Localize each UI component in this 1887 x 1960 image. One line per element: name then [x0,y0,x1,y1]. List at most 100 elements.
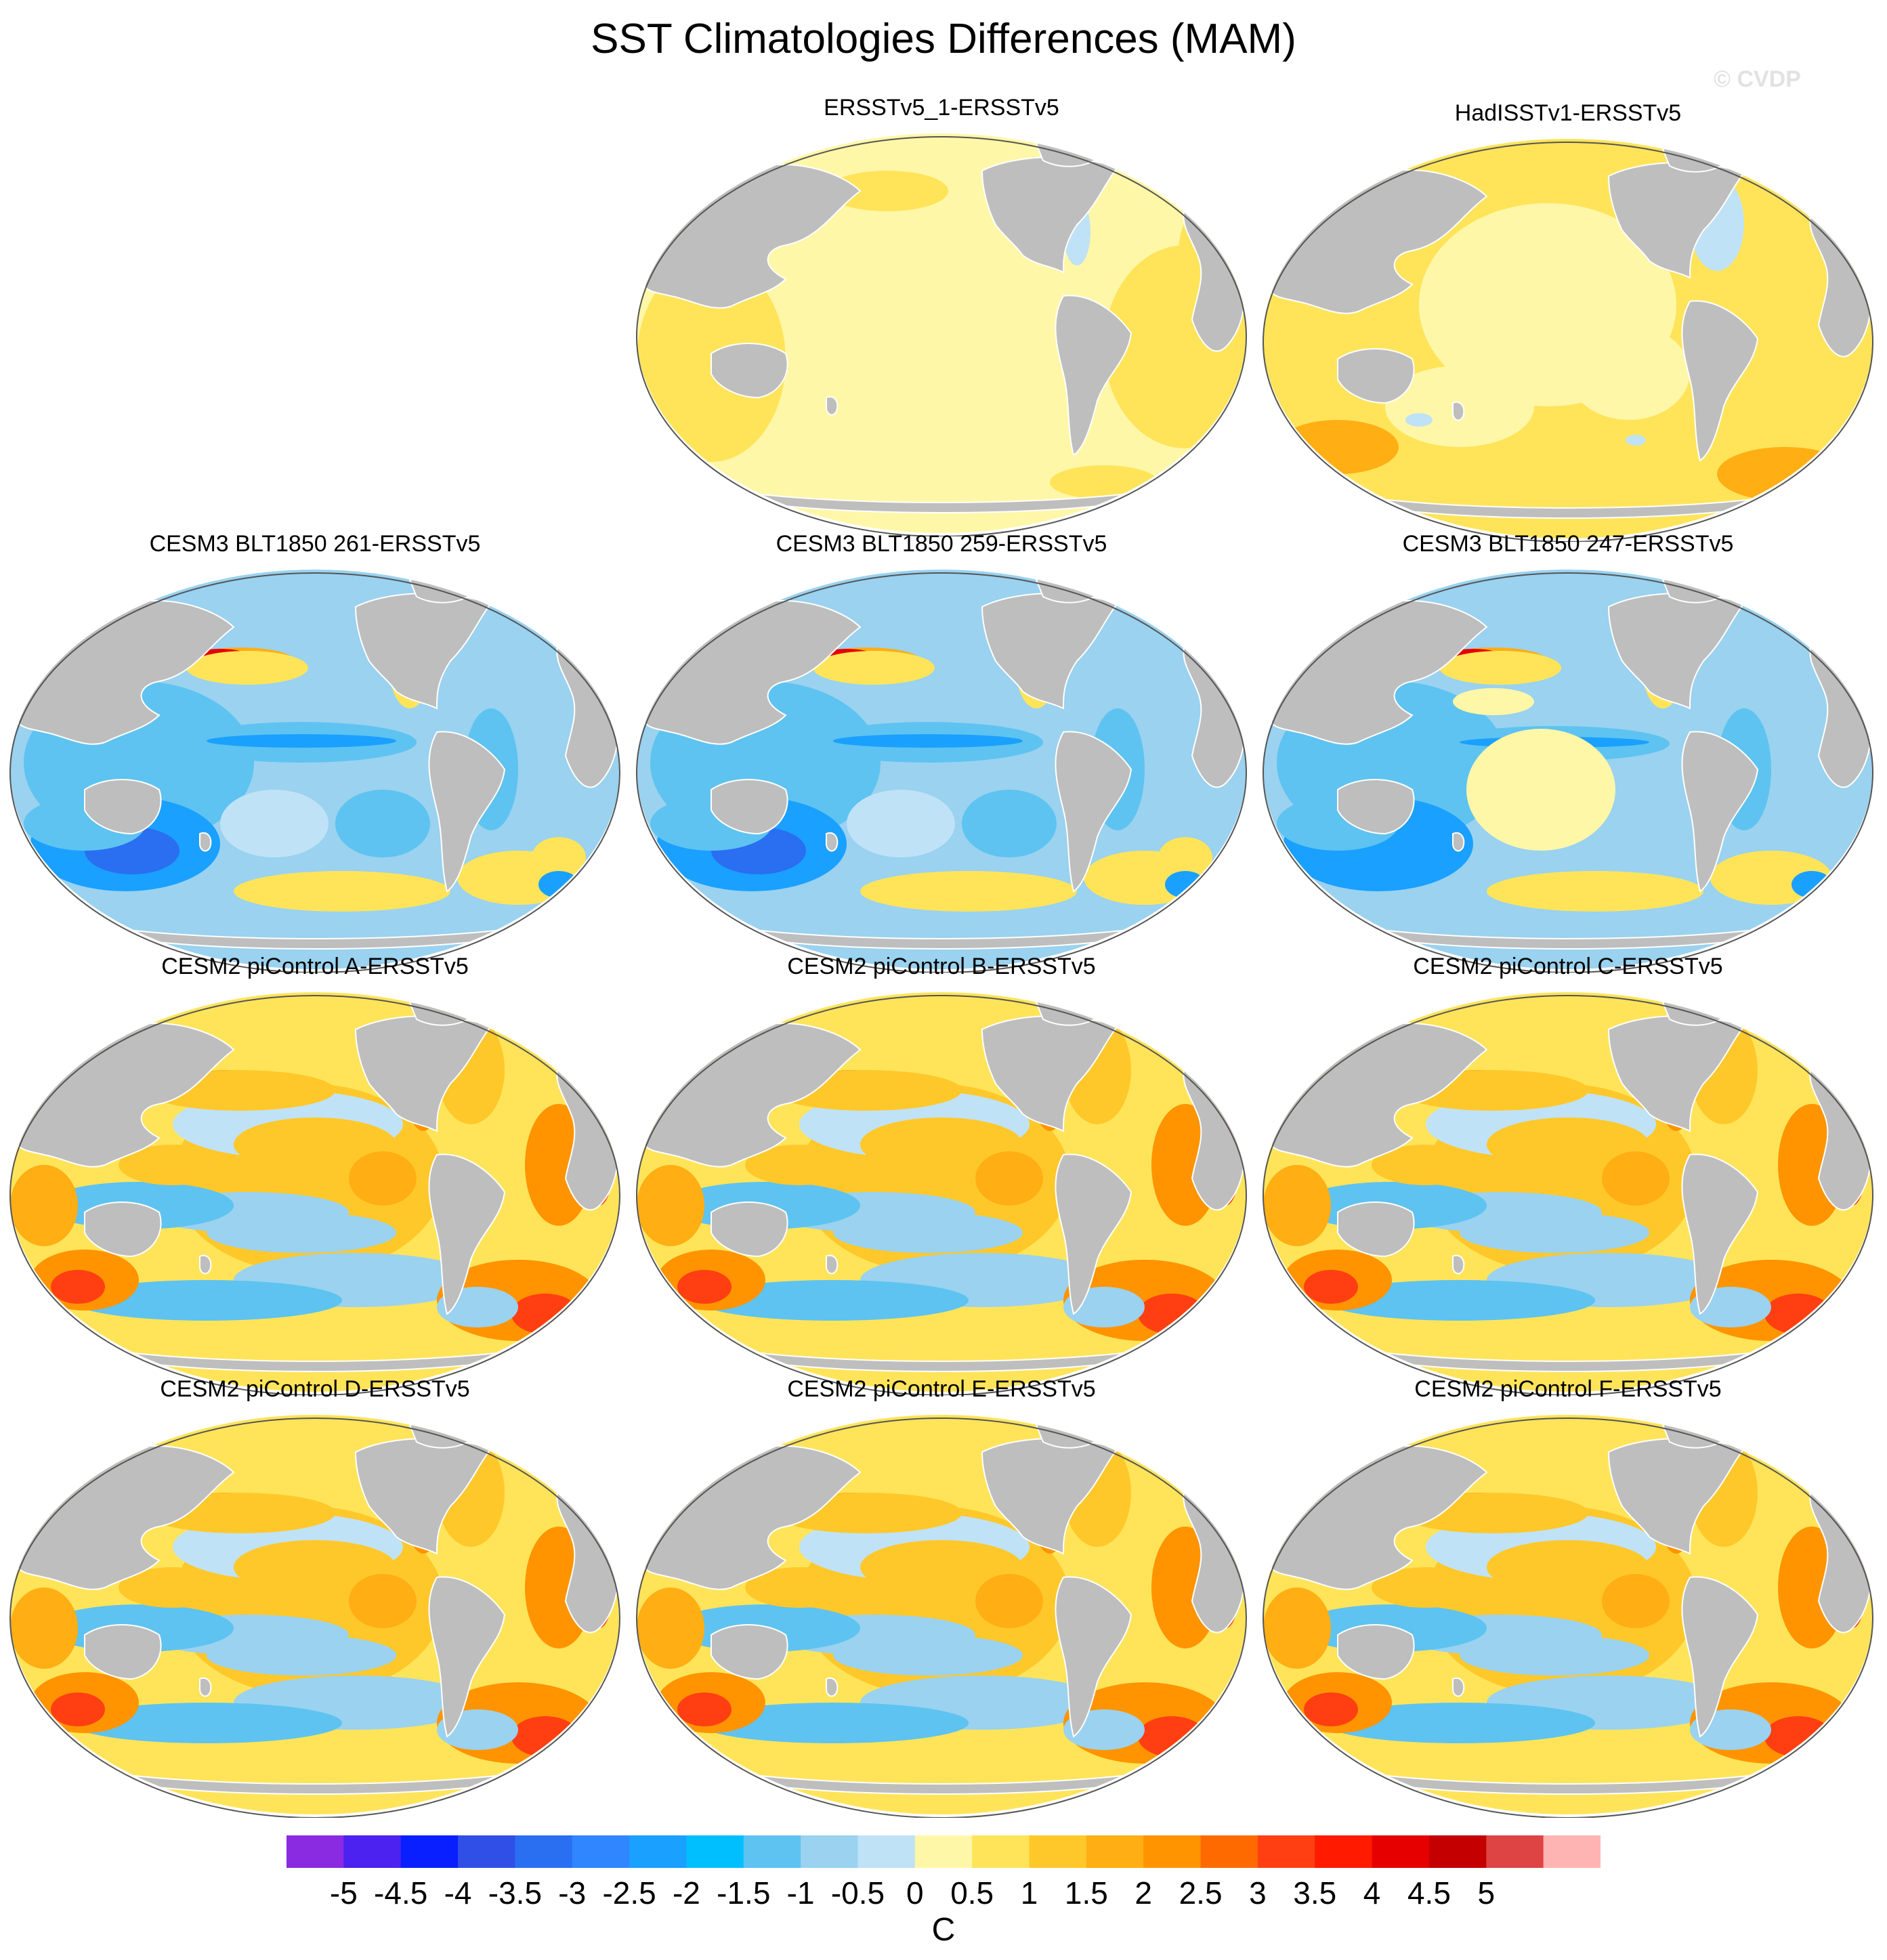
anomaly-region [119,1567,227,1608]
colorbar-tick-label: -3 [558,1875,587,1911]
panel-cesm2-d: CESM2 piControl D-ERSSTv5 [3,1376,627,1818]
map-cesm2-a [9,992,620,1395]
map-outline [636,136,1247,536]
anomaly-region [1050,465,1158,499]
colorbar-swatch [1428,1835,1487,1868]
land-mask [1452,1254,1465,1275]
colorbar-swatch [1372,1835,1430,1868]
anomaly-region [349,1151,417,1206]
panel-cesm2-a: CESM2 piControl A-ERSSTv5 [3,954,627,1395]
colorbar-swatch [743,1835,801,1868]
land-mask [428,1576,506,1738]
colorbar-swatch [629,1835,687,1868]
anomaly-region [1324,1280,1595,1321]
anomaly-region [349,1574,417,1628]
anomaly-region [1626,435,1646,446]
land-mask [199,1254,212,1275]
panel-title: CESM3 BLT1850 261-ERSSTv5 [149,531,481,557]
colorbar-swatch [287,1835,344,1868]
panel-cesm2-c: CESM2 piControl C-ERSSTv5 [1256,954,1880,1395]
anomaly-region [1324,1703,1595,1743]
anomaly-region [1460,1212,1649,1253]
anomaly-region [1568,325,1690,420]
map-cesm2-b [636,992,1247,1395]
land-mask [199,1677,212,1697]
panel-title: CESM3 BLT1850 247-ERSSTv5 [1402,531,1734,557]
colorbar-tick-label: -0.5 [830,1875,885,1911]
anomaly-region [1263,1588,1331,1669]
anomaly-region [1500,756,1582,824]
map-outline [9,572,620,973]
anomaly-region [677,1692,732,1726]
land-mask [1452,401,1465,421]
anomaly-region [637,1588,704,1669]
anomaly-region [745,1567,853,1608]
colorbar-swatch [1086,1835,1144,1868]
figure-title: SST Climatologies Differences (MAM) [591,16,1296,62]
land-mask [1055,295,1132,456]
colorbar-swatch [914,1835,973,1868]
map-hadisstv1 [1263,139,1873,542]
land-mask [1681,1576,1759,1738]
land-mask [826,1254,839,1275]
land-mask [1055,731,1132,893]
panel-ersstv5-1: ERSSTv5_1-ERSSTv5 [630,95,1253,536]
land-mask [1337,779,1415,835]
anomaly-region [207,734,396,748]
colorbar-swatch [1543,1835,1600,1868]
land-mask [428,1153,506,1315]
anomaly-region [677,1270,732,1304]
colorbar-swatch [1315,1835,1373,1868]
colorbar-tick-label: -2.5 [602,1875,656,1911]
anomaly-region [538,871,579,898]
anomaly-region [71,1280,342,1321]
anomaly-region [1165,871,1206,898]
colorbar-tick-label: -3.5 [488,1875,543,1911]
colorbar-swatch [1486,1835,1544,1868]
anomaly-region [1138,1716,1206,1757]
anomaly-region [1487,1117,1649,1172]
anomaly-region [1158,837,1212,878]
anomaly-region [860,1117,1023,1172]
colorbar-tick-label: -1 [786,1875,815,1911]
colorbar-swatch [400,1835,459,1868]
colorbar-tick-label: -4.5 [374,1875,428,1911]
anomaly-region [51,1270,105,1304]
colorbar-swatch [1143,1835,1202,1868]
map-outline [9,995,620,1395]
panel-title: CESM2 piControl D-ERSSTv5 [160,1376,470,1402]
panel-cesm3-259: CESM3 BLT1850 259-ERSSTv5 [630,531,1253,973]
colorbar-tick-label: 2.5 [1179,1875,1223,1911]
anomaly-region [975,1574,1043,1628]
land-mask [1337,1624,1415,1680]
land-mask [84,1201,162,1258]
colorbar-tick-label: -5 [329,1875,358,1911]
colorbar-units: C [931,1912,956,1948]
colorbar-tick-label: 4 [1363,1875,1381,1911]
anomaly-region [813,651,935,685]
land-mask [1452,832,1465,852]
anomaly-region [1304,1270,1358,1304]
colorbar [287,1835,1600,1868]
colorbar-tick-label: -4 [444,1875,472,1911]
land-mask [1681,1153,1759,1315]
map-ersstv5-1 [636,133,1247,536]
anomaly-region [532,837,586,878]
land-mask [711,1201,788,1258]
colorbar-swatch [572,1835,630,1868]
anomaly-region [860,1540,1023,1594]
map-outline [1263,572,1873,973]
map-outline [1263,142,1873,542]
panel-title: ERSSTv5_1-ERSSTv5 [824,95,1059,121]
anomaly-region [1138,1294,1206,1334]
map-cesm2-e [636,1415,1247,1818]
anomaly-region [234,871,450,912]
land-mask [1681,731,1759,893]
panel-title: CESM2 piControl C-ERSSTv5 [1413,954,1723,979]
anomaly-region [1602,1151,1670,1206]
land-mask [711,343,788,399]
anomaly-region [833,1212,1023,1253]
colorbar-swatch [972,1835,1030,1868]
anomaly-region [1764,1294,1832,1334]
map-outline [636,995,1247,1395]
